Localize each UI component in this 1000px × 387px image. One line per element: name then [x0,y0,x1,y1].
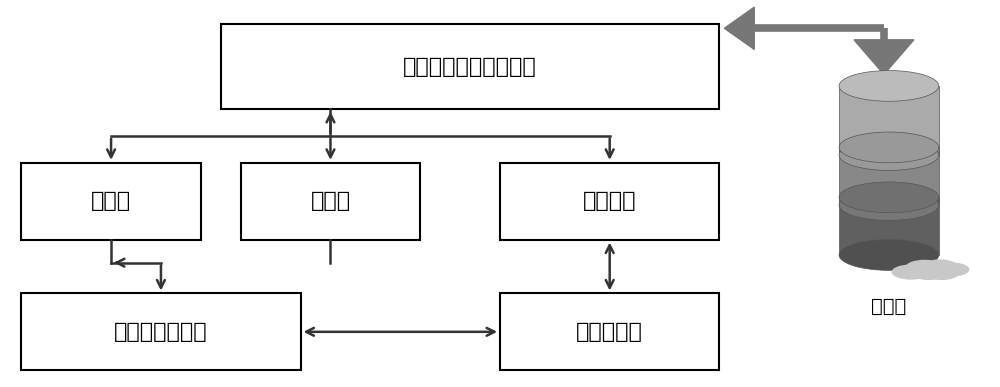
Ellipse shape [839,240,939,271]
Text: 电机耐久试验台: 电机耐久试验台 [114,322,208,342]
Ellipse shape [839,132,939,163]
Circle shape [926,267,958,280]
Bar [21,293,301,370]
Bar [241,163,420,240]
Text: 外置传感器: 外置传感器 [576,322,643,342]
Circle shape [922,259,957,273]
Circle shape [910,266,947,280]
Bar [500,293,719,370]
Text: 采集装置: 采集装置 [583,191,636,211]
Circle shape [932,262,969,277]
Polygon shape [724,7,754,50]
Bar [839,197,939,255]
Text: 耐久台数据监控子系统: 耐久台数据监控子系统 [403,57,537,77]
Bar [839,147,939,205]
Bar [21,163,201,240]
Ellipse shape [839,70,939,101]
Ellipse shape [839,182,939,213]
Text: 驱动器: 驱动器 [310,191,351,211]
Polygon shape [854,40,914,74]
Ellipse shape [839,140,939,170]
Text: 数据库: 数据库 [871,297,907,316]
Circle shape [892,264,931,280]
Bar [221,24,719,109]
Ellipse shape [839,190,939,220]
Circle shape [906,260,943,274]
Text: 控制器: 控制器 [91,191,131,211]
Bar [839,86,939,155]
Bar [500,163,719,240]
